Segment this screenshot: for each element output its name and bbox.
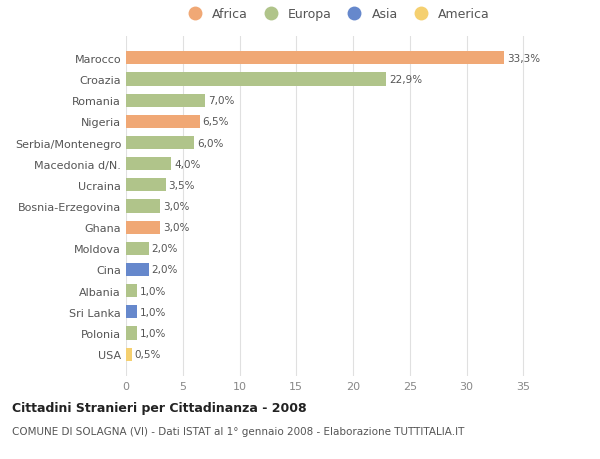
Text: 1,0%: 1,0% [140,328,167,338]
Text: 22,9%: 22,9% [389,75,422,85]
Bar [126,348,131,361]
Text: Cittadini Stranieri per Cittadinanza - 2008: Cittadini Stranieri per Cittadinanza - 2… [12,401,307,414]
Text: 1,0%: 1,0% [140,307,167,317]
Bar [126,327,137,340]
Bar [126,95,205,107]
Bar [126,263,149,276]
Bar [126,158,172,171]
Text: 6,5%: 6,5% [203,117,229,127]
Bar [126,137,194,150]
Text: COMUNE DI SOLAGNA (VI) - Dati ISTAT al 1° gennaio 2008 - Elaborazione TUTTITALIA: COMUNE DI SOLAGNA (VI) - Dati ISTAT al 1… [12,426,464,436]
Bar [126,306,137,319]
Bar [126,73,386,86]
Bar [126,179,166,192]
Text: 3,0%: 3,0% [163,223,189,233]
Bar [126,285,137,297]
Bar [126,242,149,255]
Text: 4,0%: 4,0% [174,159,200,169]
Bar [126,221,160,234]
Legend: Africa, Europa, Asia, America: Africa, Europa, Asia, America [179,6,493,24]
Text: 3,5%: 3,5% [169,180,195,190]
Bar [126,200,160,213]
Text: 33,3%: 33,3% [507,54,540,64]
Text: 6,0%: 6,0% [197,138,223,148]
Text: 2,0%: 2,0% [152,244,178,254]
Text: 0,5%: 0,5% [134,349,161,359]
Text: 1,0%: 1,0% [140,286,167,296]
Text: 2,0%: 2,0% [152,265,178,275]
Bar [126,52,504,65]
Text: 7,0%: 7,0% [208,96,235,106]
Bar [126,116,200,129]
Text: 3,0%: 3,0% [163,202,189,212]
